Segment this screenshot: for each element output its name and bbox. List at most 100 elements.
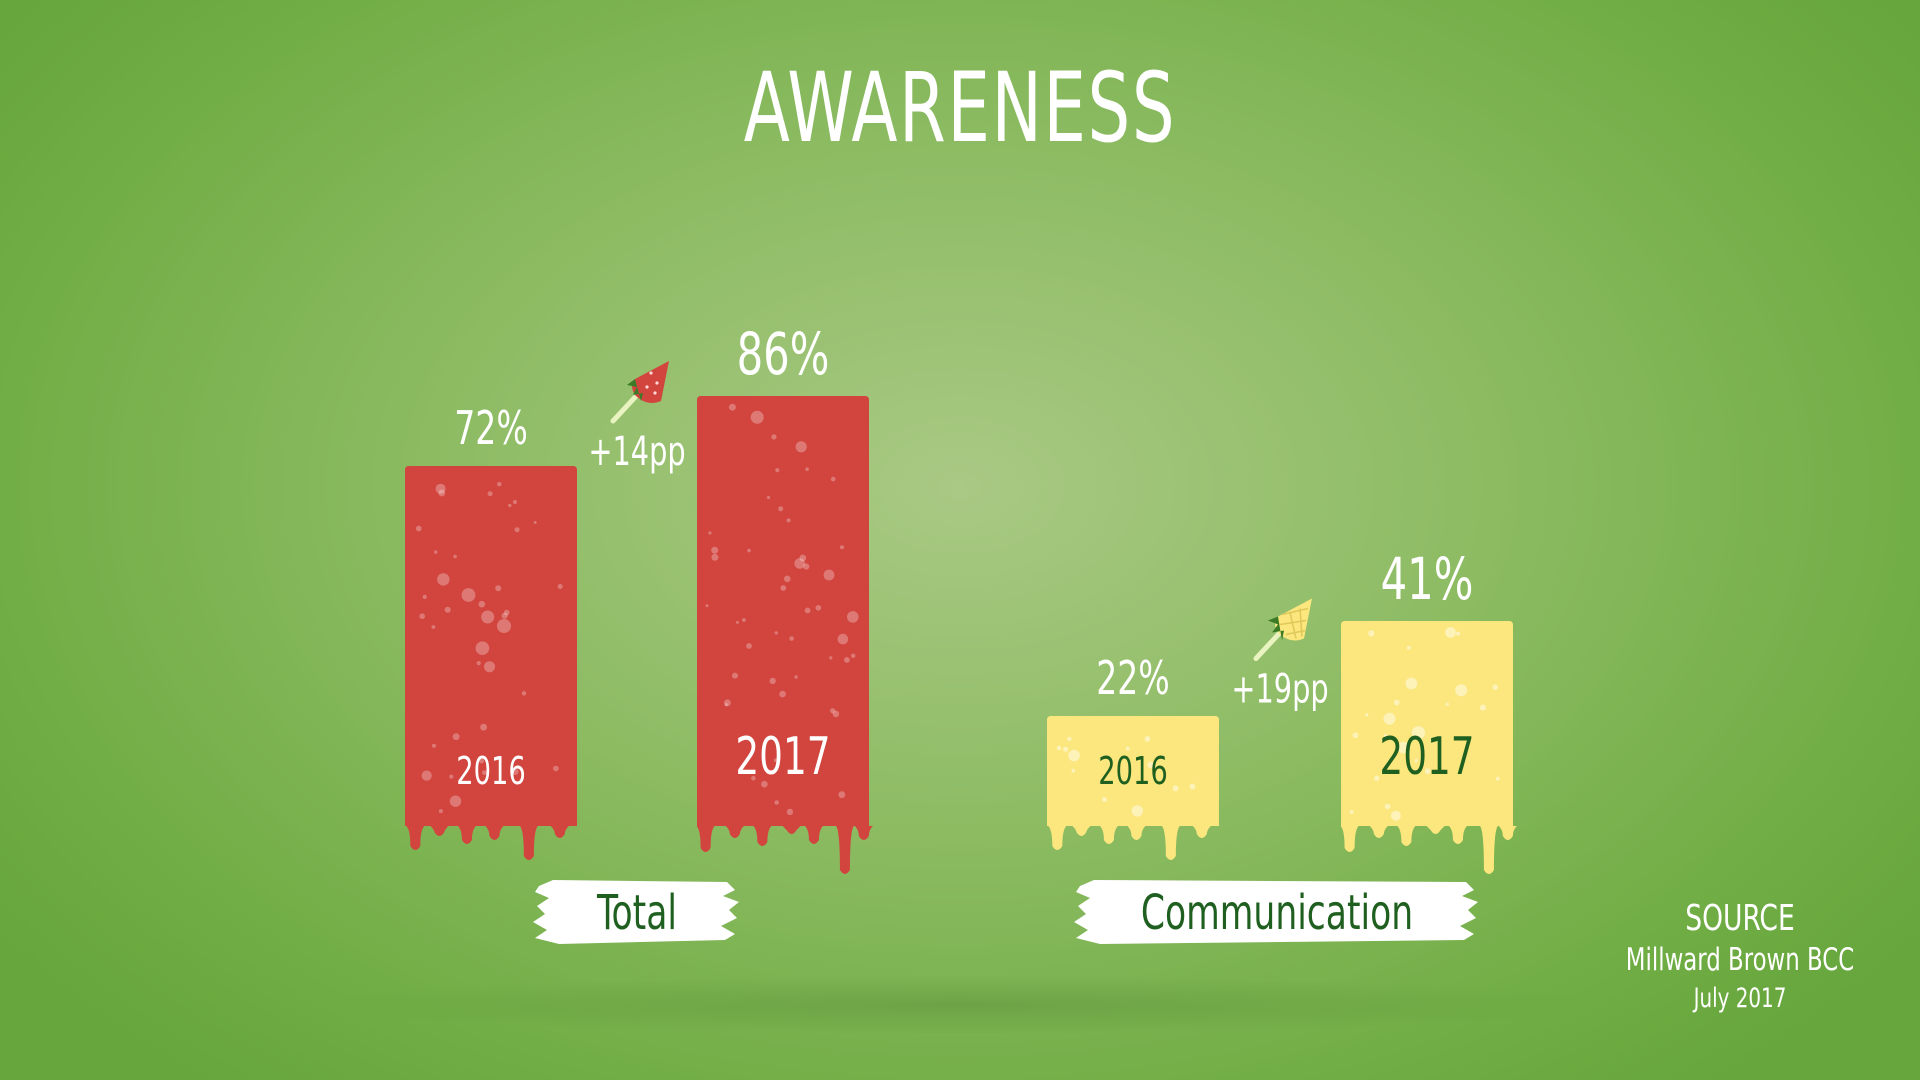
bar-speckle: [803, 563, 810, 570]
bar-speckle: [419, 613, 426, 619]
bar-speckle: [521, 691, 527, 696]
bar-speckle: [784, 575, 791, 583]
bar-speckle: [1067, 736, 1072, 742]
bar-speckle: [452, 733, 460, 741]
bar-speckle: [449, 795, 462, 807]
value-label-communication-2016: 22%: [1096, 651, 1170, 705]
bar-speckle: [711, 553, 719, 561]
group-label-communication: Communication: [1141, 886, 1413, 941]
bar-speckle: [728, 403, 736, 411]
bar-speckle: [1424, 768, 1431, 775]
bar-speckle: [851, 653, 856, 658]
bar-speckle: [1068, 749, 1080, 762]
bar-communication-2016: [1047, 716, 1219, 860]
bar-speckle: [438, 809, 443, 814]
source-note: SOURCE Millward Brown BCC July 2017: [1590, 898, 1890, 1018]
bar-speckle: [794, 558, 805, 569]
bar-speckle: [786, 808, 794, 816]
bar-group-total: 72% 2016 86% 2017 +14pp Total: [405, 321, 873, 944]
bar-speckle: [1384, 803, 1391, 810]
bar-speckle: [557, 584, 563, 589]
bar-speckle: [830, 476, 836, 482]
bar-speckle: [1445, 627, 1456, 638]
bar-speckle: [495, 585, 502, 592]
bar-speckle: [1445, 702, 1450, 706]
bar-speckle: [553, 765, 559, 772]
bar-speckle: [735, 620, 739, 624]
bar-speckle: [1368, 630, 1375, 637]
bar-speckle: [1352, 732, 1359, 739]
bar-speckle: [1125, 746, 1130, 751]
bar-speckle: [503, 609, 510, 616]
change-label-communication: +19pp: [1231, 665, 1328, 712]
bar-speckle: [837, 633, 849, 645]
bar-speckle: [773, 758, 778, 762]
group-label-total: Total: [596, 886, 677, 941]
bar-speckle: [1365, 713, 1369, 717]
bar-speckle: [779, 690, 786, 698]
bar-speckle: [482, 770, 487, 775]
bar-group-communication: 22% 2016 41% 2017 +19pp Communication: [1047, 546, 1517, 944]
source-name: Millward Brown BCC: [1625, 942, 1855, 978]
bar-speckle: [1405, 677, 1418, 690]
bar-speckle: [780, 585, 787, 591]
bar-speckle: [1056, 745, 1062, 751]
bar-speckle: [829, 656, 833, 660]
bar-speckle: [438, 489, 446, 497]
bar-communication-2017: [1340, 621, 1517, 874]
bar-speckle: [830, 708, 836, 714]
bar-speckle: [1063, 746, 1069, 752]
bar-speckle: [766, 495, 771, 500]
bar-speckle: [487, 491, 493, 497]
bar-speckle: [480, 723, 487, 731]
bar-speckle: [747, 548, 751, 553]
bar-speckle: [1411, 726, 1425, 740]
bar-speckle: [1390, 810, 1401, 821]
bar-speckle: [1492, 684, 1499, 690]
bar-speckle: [815, 605, 822, 611]
bar-speckle: [789, 636, 794, 641]
bar-speckle: [494, 756, 499, 761]
bar-speckle: [437, 573, 450, 586]
bar-speckle: [1479, 704, 1486, 711]
bar-speckle: [431, 625, 436, 629]
bar-speckle: [475, 641, 490, 655]
bar-speckle: [501, 612, 508, 619]
year-label-total-2017: 2017: [735, 727, 830, 788]
bar-speckle: [724, 699, 731, 707]
bar-speckle: [742, 618, 746, 622]
bar-speckle: [844, 657, 850, 663]
bar-speckle: [832, 710, 840, 718]
bar-speckle: [512, 500, 517, 504]
strawberry-icon: [610, 361, 669, 424]
bar-speckle: [1383, 712, 1396, 725]
bar-speckle: [732, 672, 738, 679]
bar-speckle: [786, 518, 791, 523]
bar-speckle: [479, 758, 485, 764]
year-label-communication-2016: 2016: [1098, 750, 1168, 794]
source-heading: SOURCE: [1685, 898, 1795, 939]
bar-speckle: [750, 410, 764, 424]
bar-speckle: [444, 606, 451, 613]
bar-speckle: [415, 525, 422, 532]
bar-speckle: [484, 661, 495, 673]
bar-speckle: [778, 506, 784, 512]
bar-speckle: [1102, 797, 1107, 802]
bar-speckle: [1172, 785, 1179, 792]
bar-speckle: [449, 774, 454, 779]
pineapple-icon: [1253, 598, 1312, 661]
bar-speckle: [1383, 733, 1388, 738]
bar-speckle: [512, 768, 519, 775]
bar-speckle: [453, 554, 457, 559]
bar-speckle: [1144, 736, 1151, 742]
bar-speckle: [1495, 776, 1500, 781]
bar-speckle: [497, 482, 502, 487]
bar-total-2016: [405, 466, 577, 860]
bar-speckle: [461, 588, 476, 602]
value-label-total-2017: 86%: [737, 321, 830, 388]
bar-speckle: [804, 607, 811, 614]
bar-speckle: [761, 780, 768, 788]
bar-speckle: [1147, 761, 1154, 768]
bar-speckle: [1393, 699, 1400, 706]
